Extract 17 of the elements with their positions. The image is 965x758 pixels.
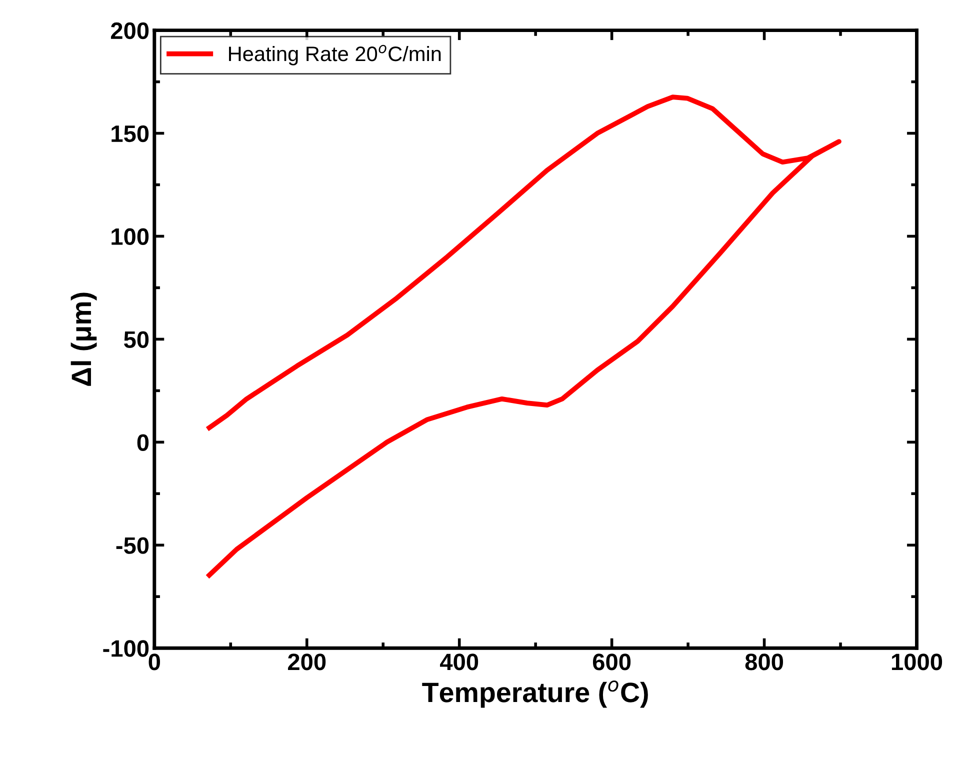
x-tick-label: 200 (288, 654, 326, 670)
y-tick-label: -50 (116, 537, 149, 554)
x-tick-label: 0 (148, 654, 160, 670)
y-tick-label: 0 (137, 434, 149, 451)
x-tick-label: 1000 (892, 654, 942, 670)
x-axis-title: Temperature ($^{o}$C) (422, 680, 648, 708)
x-tick-label: 600 (592, 654, 631, 670)
x-tick-label: 800 (745, 654, 784, 670)
y-tick-label: -100 (103, 640, 149, 657)
line-series (206, 94, 842, 578)
legend-label: Heating Rate 20$^{o}$C/min (229, 44, 441, 66)
y-tick-label: 200 (110, 22, 149, 40)
x-tick-label: 400 (440, 654, 478, 670)
y-axis-title: Δl (μm) (70, 292, 97, 386)
y-tick-label: 150 (112, 125, 149, 142)
y-tick-label: 50 (124, 331, 149, 348)
y-tick-label: 100 (112, 228, 149, 246)
